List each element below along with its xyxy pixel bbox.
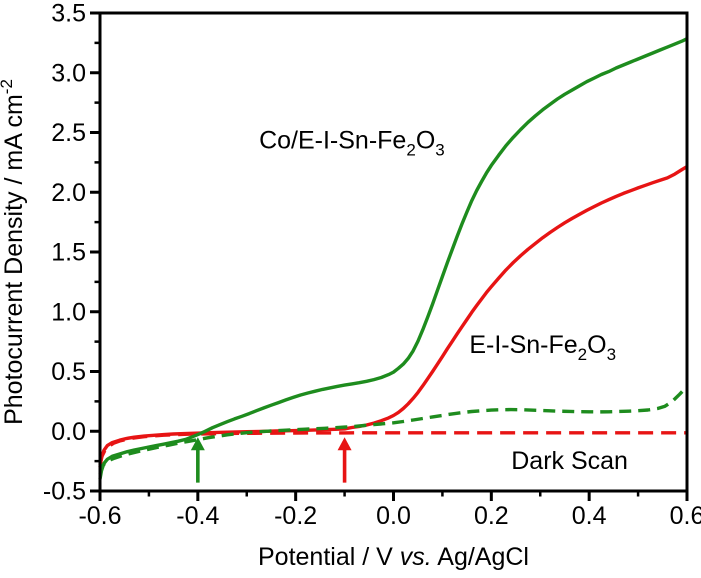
x-tick-label-4: 0.2 <box>474 502 509 530</box>
x-tick-label-0: -0.6 <box>78 502 121 530</box>
y-tick-label-5: 1.0 <box>51 298 86 326</box>
x-tick-label-3: 0.0 <box>376 502 411 530</box>
plot-frame <box>98 11 689 493</box>
red-onset-arrow-head <box>337 437 352 451</box>
y-tick-label-8: -0.5 <box>43 478 86 506</box>
y-tick-label-7: 0.0 <box>51 418 86 446</box>
y-tick-label-2: 2.5 <box>51 119 86 147</box>
red-series-label: E-I-Sn-Fe2O3 <box>469 331 616 364</box>
x-tick-label-5: 0.4 <box>572 502 607 530</box>
red-onset-arrow <box>337 437 352 483</box>
y-tick-label-0: 3.5 <box>51 0 86 28</box>
y-tick-label-3: 2.0 <box>51 179 86 207</box>
x-axis-title: Potential / V vs. Ag/AgCl <box>258 543 529 571</box>
series-green-light-scan <box>98 37 688 480</box>
y-tick-label-4: 1.5 <box>51 239 86 267</box>
x-tick-label-6: 0.6 <box>670 502 701 530</box>
x-tick-label-1: -0.4 <box>176 502 219 530</box>
green-series-label: Co/E-I-Sn-Fe2O3 <box>259 127 445 160</box>
y-tick-label-6: 0.5 <box>51 358 86 386</box>
green-onset-arrow-head <box>190 437 205 451</box>
y-tick-label-1: 3.0 <box>51 59 86 87</box>
y-axis-title: Photocurrent Density / mA cm-2 <box>0 79 28 425</box>
dark-scan-label: Dark Scan <box>511 447 628 475</box>
x-tick-label-2: -0.2 <box>274 502 317 530</box>
green-onset-arrow <box>190 437 205 483</box>
